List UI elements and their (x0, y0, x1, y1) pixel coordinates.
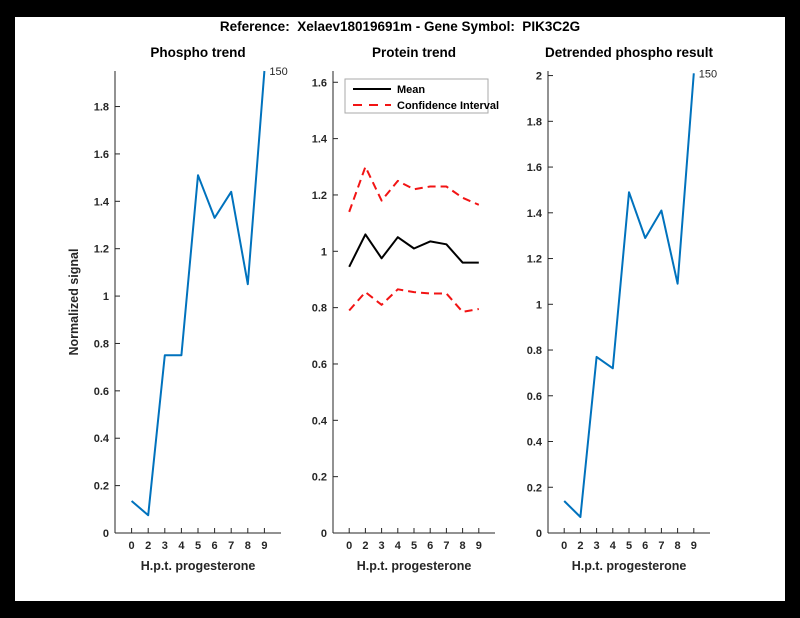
y-tick-label: 1.4 (312, 134, 328, 146)
y-tick-label: 0.4 (312, 415, 328, 427)
y-tick-label: 1.2 (527, 254, 542, 266)
y-tick-label: 1.6 (312, 77, 327, 89)
plots-svg: 00.20.40.60.811.21.41.61.80 2 3 4 5 6 7 8 9150Ph… (67, 45, 717, 573)
legend: Mean Confidence Interval (344, 78, 499, 114)
x-tick-label: 6 (642, 540, 648, 552)
x-tick-label: 6 (427, 540, 433, 552)
subplot-protein-trend: 00.20.40.60.811.21.41.60 2 3 4 5 6 7 8 9Protein … (312, 45, 499, 573)
x-tick-label: 7 (228, 540, 234, 552)
y-axis-label: Normalized signal (67, 249, 81, 356)
x-tick-label: 3 (379, 540, 385, 552)
y-tick-label: 1 (103, 291, 109, 303)
figure-title: Reference: Xelaev18019691m - Gene Symbol… (219, 19, 581, 34)
x-tick-label: 2 (145, 540, 151, 552)
y-tick-label: 1.2 (94, 244, 109, 256)
legend-label-confidence-interval: Confidence Interval (397, 100, 499, 112)
x-tick-label: 9 (691, 540, 697, 552)
x-tick-label: 2 (577, 540, 583, 552)
y-tick-label: 0 (321, 528, 327, 540)
subplot-phospho-trend: 00.20.40.60.811.21.41.61.80 2 3 4 5 6 7 8 9150Ph… (67, 45, 288, 573)
y-tick-label: 0.8 (312, 303, 327, 315)
y-tick-label: 0 (536, 528, 542, 540)
point-annotation: 150 (699, 68, 717, 80)
subplot-detrended-phospho-result: 00.20.40.60.811.21.41.61.820 2 3 4 5 6 7 8 9150D… (527, 45, 717, 573)
x-tick-label: 4 (178, 540, 185, 552)
y-tick-label: 0.2 (94, 481, 109, 493)
x-tick-label: 7 (658, 540, 664, 552)
x-tick-label: 5 (411, 540, 417, 552)
x-axis-label: H.p.t. progesterone (572, 559, 687, 573)
x-tick-label: 4 (610, 540, 617, 552)
y-tick-label: 0.6 (94, 386, 109, 398)
y-tick-label: 0.8 (94, 338, 109, 350)
subplot-title: Protein trend (372, 45, 456, 60)
mean-line (348, 233, 479, 268)
x-tick-label: 2 (362, 540, 368, 552)
y-tick-label: 1.6 (527, 162, 542, 174)
subplot-title: Detrended phospho result (545, 45, 714, 60)
y-tick-label: 0.4 (527, 437, 543, 449)
x-axis-label: H.p.t. progesterone (357, 559, 472, 573)
x-tick-label: 9 (261, 540, 267, 552)
y-tick-label: 1.4 (94, 196, 110, 208)
x-tick-label: 0 (129, 540, 135, 552)
y-tick-label: 0 (103, 528, 109, 540)
x-tick-label: 5 (195, 540, 201, 552)
legend-box (344, 78, 489, 114)
confidence-interval-upper-line (348, 165, 480, 213)
y-tick-label: 0.4 (94, 433, 110, 445)
x-tick-label: 0 (561, 540, 567, 552)
x-tick-label: 8 (460, 540, 466, 552)
x-tick-label: 8 (675, 540, 681, 552)
x-tick-label: 4 (395, 540, 402, 552)
y-tick-label: 1 (536, 299, 542, 311)
y-tick-label: 0.6 (312, 359, 327, 371)
y-tick-label: 1.8 (527, 116, 542, 128)
y-tick-label: 0.8 (527, 345, 542, 357)
x-tick-label: 8 (245, 540, 251, 552)
subplot-title: Phospho trend (150, 45, 245, 60)
y-tick-label: 1.4 (527, 208, 543, 220)
x-tick-label: 6 (212, 540, 218, 552)
x-tick-label: 3 (162, 540, 168, 552)
figure-canvas: Reference: Xelaev18019691m - Gene Symbol… (15, 17, 785, 601)
y-tick-label: 0.2 (312, 472, 327, 484)
y-tick-label: 0.6 (527, 391, 542, 403)
confidence-interval-lower-line (348, 288, 479, 313)
y-tick-label: 1.6 (94, 149, 109, 161)
y-tick-label: 1 (321, 246, 327, 258)
y-tick-label: 1.8 (94, 102, 109, 114)
phospho-signal-line (130, 70, 266, 517)
point-annotation: 150 (269, 66, 287, 78)
y-tick-label: 1.2 (312, 190, 327, 202)
x-tick-label: 3 (594, 540, 600, 552)
detrended-phospho-signal-line (563, 73, 695, 518)
x-tick-label: 9 (476, 540, 482, 552)
y-tick-label: 0.2 (527, 482, 542, 494)
x-axis-label: H.p.t. progesterone (141, 559, 256, 573)
legend-label-mean: Mean (397, 84, 425, 96)
x-tick-label: 5 (626, 540, 632, 552)
y-tick-label: 2 (536, 71, 542, 83)
x-tick-label: 0 (346, 540, 352, 552)
x-tick-label: 7 (443, 540, 449, 552)
